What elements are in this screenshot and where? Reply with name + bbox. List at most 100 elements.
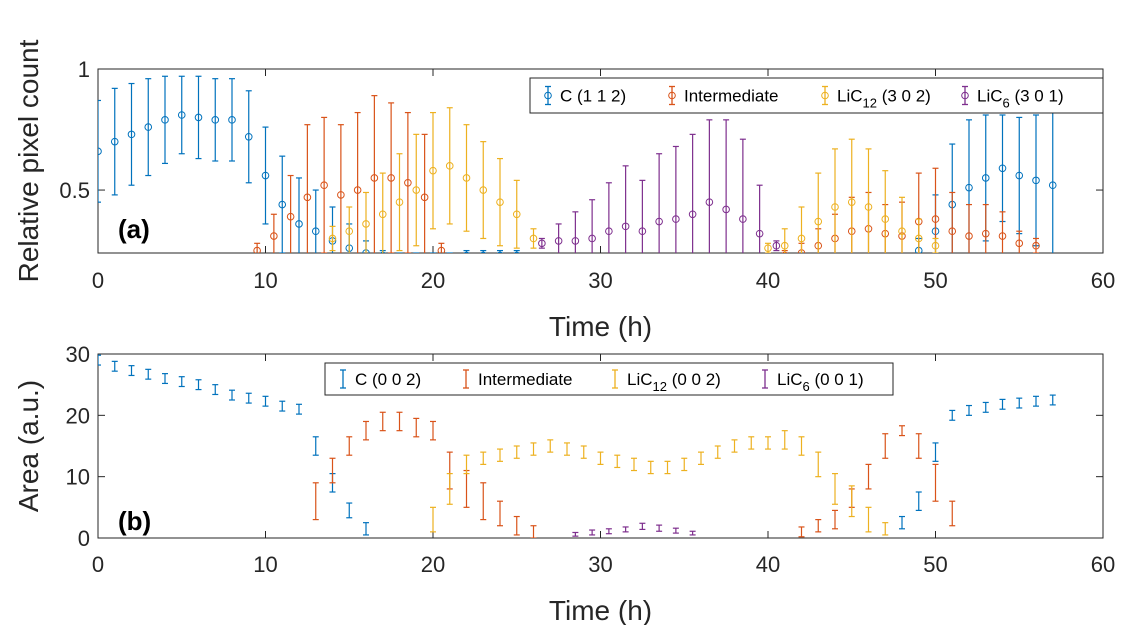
chart-panel-a: 0 10 20 30 40 50 60 0.5 1 Time (h) Relative pixel …: [13, 39, 1115, 342]
x-tick-label: 60: [1091, 552, 1115, 577]
data-point: [1032, 241, 1040, 250]
data-point: [672, 215, 680, 223]
legend-entry-0: C (1 1 2): [544, 85, 626, 106]
legend-label: C (0 0 2): [355, 370, 421, 389]
x-tick-label: 20: [421, 552, 445, 577]
legend-box: [529, 77, 1104, 114]
x-tick-label: 50: [923, 552, 947, 577]
data-point: [772, 241, 781, 250]
data-point: [1032, 176, 1040, 185]
data-point: [638, 227, 647, 236]
data-point: [370, 174, 379, 182]
data-point: [948, 227, 957, 236]
data-point: [529, 234, 538, 243]
data-point: [303, 193, 312, 202]
data-point: [177, 111, 186, 119]
data-point: [328, 234, 337, 243]
x-tick-label: 40: [756, 268, 780, 293]
y-tick-label: 30: [66, 342, 90, 367]
data-point: [538, 239, 546, 248]
series-2: [430, 430, 889, 536]
data-point: [228, 116, 236, 124]
legend: C (1 1 2) Intermediate LiC12 (3 0 2) LiC6 (…: [529, 77, 1104, 114]
x-tick-label: 30: [588, 552, 612, 577]
y-tick-label: 1: [78, 57, 90, 82]
x-tick-label: 10: [253, 268, 277, 293]
data-point: [981, 229, 990, 238]
data-point: [412, 186, 421, 194]
legend-entry-1: Intermediate: [463, 369, 573, 389]
x-tick-label: 20: [421, 268, 445, 293]
x-axis-label: Time (h): [549, 311, 652, 342]
legend-label: Intermediate: [684, 87, 779, 106]
data-point: [261, 171, 270, 180]
series-1: [312, 411, 956, 538]
data-point: [554, 237, 563, 245]
data-point: [1015, 171, 1024, 180]
legend-marker-icon: [821, 91, 829, 100]
data-point: [420, 193, 429, 202]
data-point: [413, 255, 420, 262]
data-point: [621, 222, 630, 231]
data-point: [496, 198, 504, 206]
legend-entry-1: Intermediate: [668, 85, 779, 106]
data-point: [931, 215, 940, 223]
data-point: [320, 181, 328, 190]
x-tick-label: 10: [253, 552, 277, 577]
data-point: [437, 246, 446, 253]
data-point: [387, 174, 395, 182]
data-point: [211, 116, 220, 124]
data-point: [1015, 239, 1024, 248]
legend-marker-icon: [544, 91, 552, 100]
series-0: [98, 75, 1057, 262]
data-layer: [98, 354, 1056, 538]
data-layer: [98, 75, 1057, 262]
data-point: [588, 234, 596, 243]
legend-marker-icon: [668, 91, 676, 100]
data-point: [705, 198, 714, 206]
data-point: [362, 220, 370, 228]
y-axis-label: Relative pixel count: [13, 39, 44, 282]
y-tick-label: 20: [66, 403, 90, 428]
legend-entry-0: C (0 0 2): [340, 369, 421, 389]
legend: C (0 0 2) Intermediate LiC12 (0 0 2) LiC6 (…: [324, 362, 894, 396]
data-point: [764, 244, 772, 252]
chart-panel-b: 0 10 20 30 40 50 60 0 10 20 30 Time (h) Area (a.u.) (…: [13, 342, 1115, 625]
data-point: [396, 255, 403, 262]
data-point: [881, 215, 890, 223]
legend-entry-2: LiC12 (3 0 2): [821, 85, 931, 111]
data-point: [270, 232, 278, 240]
data-point: [430, 255, 437, 262]
x-tick-label: 40: [756, 552, 780, 577]
data-point: [931, 241, 940, 250]
legend-box: [324, 362, 894, 396]
data-point: [571, 237, 580, 245]
legend-label: LiC12 (3 0 2): [837, 87, 931, 111]
data-point: [847, 198, 856, 206]
data-point: [110, 137, 119, 146]
data-point: [1048, 181, 1057, 190]
data-point: [814, 217, 823, 226]
data-point: [965, 232, 973, 240]
data-point: [462, 174, 471, 182]
data-point: [480, 251, 487, 253]
series-2: [328, 107, 940, 253]
y-tick-label: 10: [66, 465, 90, 490]
x-axis-label: Time (h): [549, 595, 652, 625]
legend-entry-3: LiC6 (0 0 1): [762, 369, 864, 394]
data-point: [739, 215, 747, 223]
data-point: [998, 232, 1007, 240]
data-point: [898, 227, 906, 236]
data-point: [755, 229, 764, 238]
data-point: [780, 241, 789, 250]
x-tick-label: 0: [92, 552, 104, 577]
data-point: [981, 174, 990, 182]
data-point: [194, 113, 203, 122]
legend-marker-icon: [961, 91, 969, 100]
x-tick-label: 60: [1091, 268, 1115, 293]
data-point: [864, 203, 873, 211]
data-point: [144, 123, 153, 131]
y-tick-label: 0: [78, 526, 90, 551]
data-point: [253, 246, 261, 253]
legend-label: C (1 1 2): [560, 87, 626, 106]
